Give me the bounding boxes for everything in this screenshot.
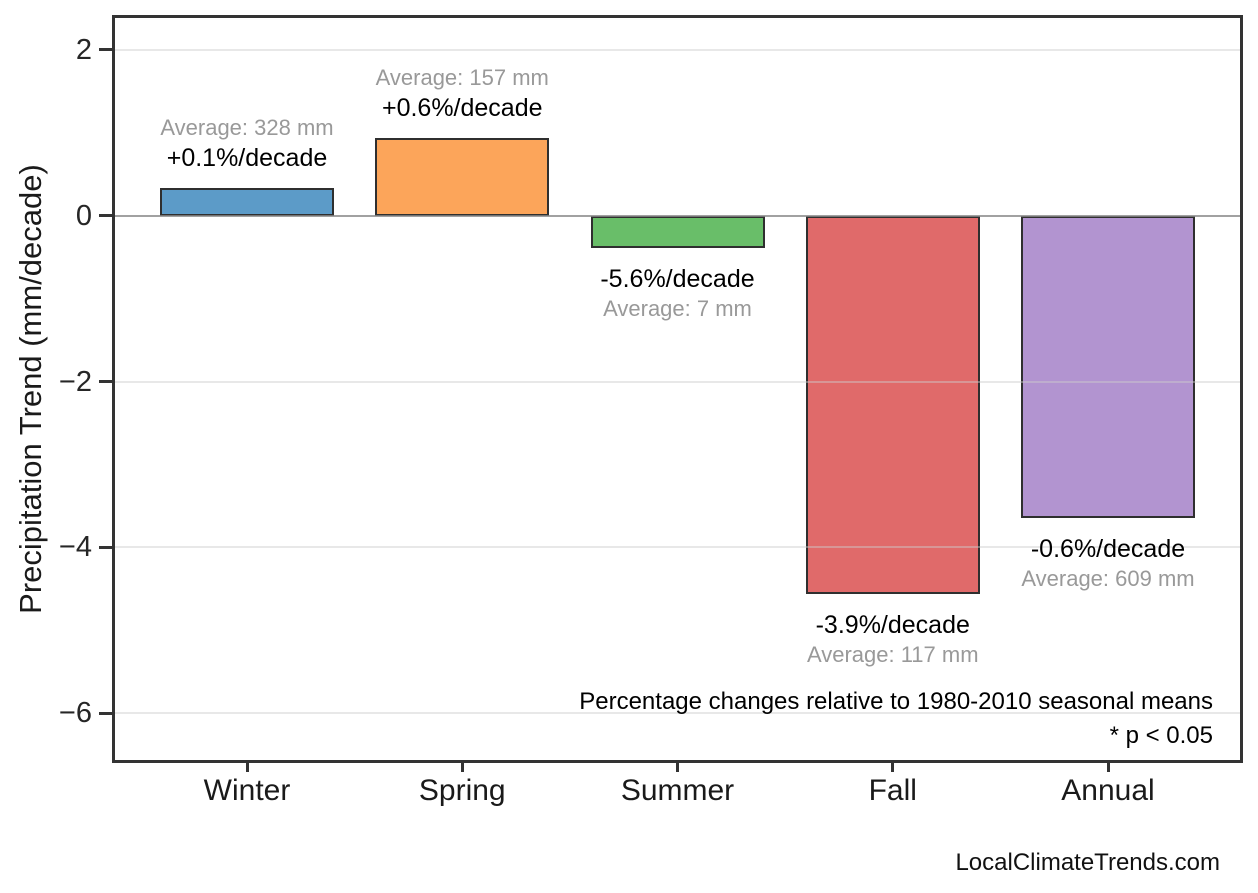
bar-average-label: Average: 609 mm: [1021, 566, 1195, 592]
x-tick-label-winter: Winter: [203, 774, 291, 807]
footnote-line-2: * p < 0.05: [1109, 722, 1213, 749]
footnote-annotation: Percentage changes relative to 1980-2010…: [579, 685, 1213, 753]
x-tick-label-summer: Summer: [620, 774, 735, 807]
x-tick-mark-fall: [891, 763, 895, 772]
bar-percent-label: +0.1%/decade: [166, 144, 328, 173]
bar-percent-label: +0.6%/decade: [381, 93, 543, 122]
bar-percent-label: -0.6%/decade: [1030, 535, 1186, 564]
bar-percent-label: -3.9%/decade: [815, 610, 970, 639]
bar-average-label: Average: 157 mm: [375, 64, 549, 90]
y-tick-label-−2: −2: [58, 365, 92, 398]
x-tick-label-annual: Annual: [1061, 774, 1155, 807]
y-tick-label-0: 0: [75, 199, 92, 232]
y-tick-mark-−6: [99, 711, 112, 715]
bar-spring: [375, 137, 550, 216]
bar-labels-annual: -0.6%/decade Average: 609 mm: [938, 534, 1258, 594]
bar-labels-summer: -5.6%/decade Average: 7 mm: [508, 264, 848, 324]
footnote-line-1: Percentage changes relative to 1980-2010…: [579, 688, 1213, 715]
x-tick-label-spring: Spring: [418, 774, 506, 807]
bar-summer: [590, 215, 765, 248]
plot-area: Average: 328 mm +0.1%/decade Average: 157 …: [112, 15, 1243, 763]
x-tick-mark-summer: [676, 763, 679, 772]
x-tick-mark-winter: [245, 763, 249, 772]
gridline-−6: [112, 712, 1243, 715]
bar-fall: [805, 215, 980, 594]
bar-average-label: Average: 7 mm: [603, 296, 752, 322]
gridline-0: [112, 214, 1243, 217]
bar-labels-fall: -3.9%/decade Average: 117 mm: [723, 610, 1063, 670]
y-tick-label-2: 2: [75, 33, 92, 66]
bar-percent-label: -5.6%/decade: [600, 265, 755, 294]
y-tick-mark-−4: [99, 545, 112, 549]
watermark: LocalClimateTrends.com: [955, 849, 1220, 876]
y-tick-mark-−2: [99, 380, 112, 384]
gridline-2: [112, 48, 1243, 51]
y-tick-mark-2: [99, 48, 112, 52]
gridline-−2: [112, 380, 1243, 383]
bar-average-label: Average: 117 mm: [806, 641, 979, 667]
bar-winter: [160, 188, 334, 216]
bar-annual: [1021, 215, 1195, 519]
y-tick-mark-0: [99, 214, 112, 218]
gridline-−4: [112, 546, 1243, 549]
x-tick-mark-annual: [1106, 763, 1110, 772]
bar-labels-winter: Average: 328 mm +0.1%/decade: [77, 113, 417, 173]
y-tick-label-−6: −6: [58, 697, 92, 730]
y-tick-label-−4: −4: [58, 531, 92, 564]
x-tick-mark-spring: [460, 763, 464, 772]
x-tick-label-fall: Fall: [868, 774, 917, 807]
bar-average-label: Average: 328 mm: [160, 115, 334, 141]
bar-labels-spring: Average: 157 mm +0.6%/decade: [292, 63, 632, 123]
